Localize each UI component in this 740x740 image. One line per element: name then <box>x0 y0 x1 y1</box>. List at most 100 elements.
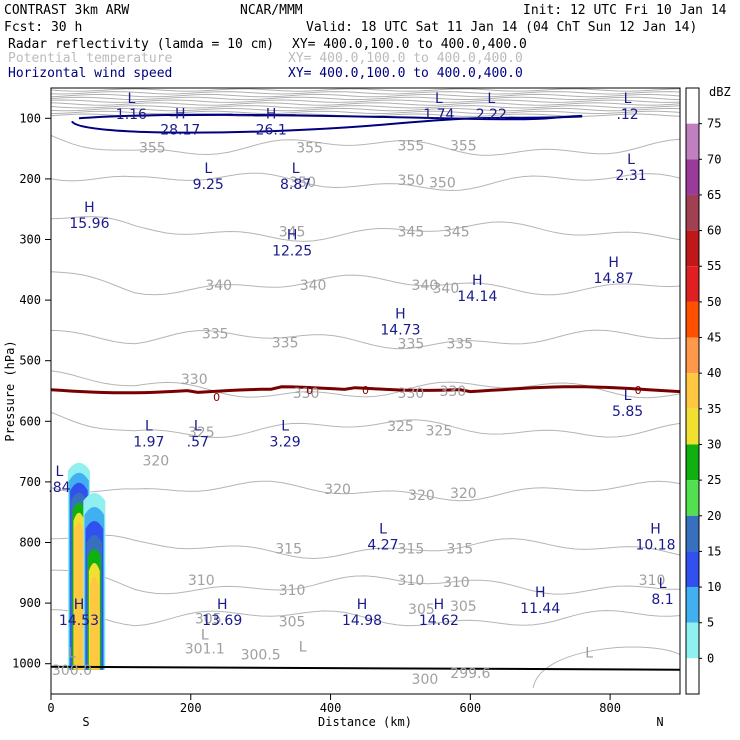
y-tick-label: 1000 <box>12 657 41 671</box>
wind-extremum-type: L <box>659 576 667 592</box>
y-tick-label: 100 <box>19 111 41 125</box>
field-3-xy: XY= 400.0,100.0 to 400.0,400.0 <box>288 66 523 81</box>
colorbar-frame <box>685 87 700 695</box>
wind-extremum-value: 14.62 <box>419 613 459 629</box>
theta-contour-label: 350 <box>398 173 425 189</box>
colorbar-label: 40 <box>707 366 721 380</box>
wind-extremum-value: 15.96 <box>69 216 109 232</box>
colorbar-swatch <box>686 373 699 409</box>
wind-extremum-value: 5.85 <box>612 404 643 420</box>
theta-contour-label: 330 <box>181 372 208 388</box>
wind-extremum-value: 14.53 <box>59 613 99 629</box>
theta-contour-label: 310 <box>188 573 215 589</box>
colorbar-swatch <box>686 123 699 160</box>
wind-isotach <box>71 115 583 134</box>
theta-isoline-upper <box>51 110 680 115</box>
y-tick-label: 200 <box>19 172 41 186</box>
theta-extremum-type: L <box>299 640 307 656</box>
theta-contour-label: 355 <box>296 140 323 156</box>
colorbar-swatch <box>686 622 699 659</box>
colorbar-swatch <box>686 444 699 481</box>
wind-isotach <box>169 113 233 117</box>
colorbar-label: 60 <box>707 224 721 238</box>
theta-contour-label: 325 <box>426 423 453 439</box>
theta-contour-label: 340 <box>300 278 327 294</box>
theta-contour-label: 300.0 <box>52 663 92 679</box>
field-2-name: Potential temperature <box>8 51 173 66</box>
colorbar-label: 25 <box>707 473 721 487</box>
wind-extremum-type: H <box>175 106 186 122</box>
colorbar-swatch <box>686 408 699 445</box>
theta-contour-label: 335 <box>202 326 229 342</box>
wind-extremum-type: H <box>608 255 619 271</box>
wind-extremum-value: 14.98 <box>342 613 382 629</box>
colorbar-label: 45 <box>707 331 721 345</box>
x-tick-label: 400 <box>320 701 342 715</box>
wind-extremum-type: H <box>266 106 277 122</box>
theta-contour-label: 305 <box>450 599 477 615</box>
theta-contour-label: 300.5 <box>241 648 281 664</box>
colorbar-label: 75 <box>707 117 721 131</box>
y-tick-label: 300 <box>19 233 41 247</box>
theta-contour-label: 340 <box>412 278 439 294</box>
wind-extremum-value: 1.97 <box>133 434 164 450</box>
colorbar-swatch <box>686 159 699 195</box>
wind-extremum-type: L <box>627 152 635 168</box>
theta-contours <box>51 88 680 689</box>
theta-contour-label: 320 <box>450 486 477 502</box>
y-tick-label: 400 <box>19 293 41 307</box>
wind-extremum-value: 12.25 <box>272 244 312 260</box>
theta-isoline-upper <box>51 105 680 109</box>
field-1-xy: XY= 400.0,100.0 to 400.0,400.0 <box>292 37 527 52</box>
wind-extremum-type: L <box>194 418 202 434</box>
theta-contour-label: 305 <box>408 602 435 618</box>
colorbar-swatch <box>686 301 699 338</box>
wind-contours <box>51 113 680 671</box>
center-label: NCAR/MMM <box>240 3 303 18</box>
model-title: CONTRAST 3km ARW <box>4 3 129 18</box>
colorbar-swatch <box>686 194 699 231</box>
surface-line <box>51 665 680 671</box>
y-tick-label: 800 <box>19 536 41 550</box>
wind-extremum-type: L <box>435 91 443 107</box>
theta-contour-label: 301.1 <box>185 642 225 658</box>
colorbar-swatch <box>686 587 699 623</box>
theta-contour-label: 330 <box>293 386 320 402</box>
zero-wind-line <box>51 385 680 395</box>
wind-extremum-type: L <box>281 418 289 434</box>
y-tick-label: 500 <box>19 354 41 368</box>
x-tick-label: 200 <box>180 701 202 715</box>
wind-extremum-type: H <box>434 597 445 613</box>
theta-contour-label: 350 <box>429 176 456 192</box>
wind-extremum-type: H <box>84 200 95 216</box>
theta-isoline <box>51 480 680 502</box>
wind-extremum-value: 8.87 <box>280 177 311 193</box>
wind-extremum-value: 26.1 <box>256 122 287 138</box>
wind-extremum-value: 10.18 <box>635 537 675 553</box>
theta-isoline <box>51 569 680 595</box>
x-tick-label: 600 <box>459 701 481 715</box>
colorbar-label: 65 <box>707 188 721 202</box>
wind-extremum-type: H <box>472 273 483 289</box>
theta-contour-label: 335 <box>398 337 425 353</box>
zero-line-label: 0 <box>362 384 369 397</box>
colorbar-unit: dBZ <box>709 85 731 99</box>
colorbar-label: 5 <box>707 616 714 630</box>
colorbar-swatch <box>686 515 699 552</box>
theta-contour-label: 310 <box>279 583 306 599</box>
wind-extremum-type: H <box>74 597 85 613</box>
wind-extremum-value: 14.87 <box>594 271 634 287</box>
theta-contour-label: 325 <box>387 419 414 435</box>
theta-contour-label: 345 <box>398 225 425 241</box>
theta-isoline <box>51 370 680 399</box>
wind-extremum-value: 11.44 <box>520 601 560 617</box>
theta-contour-label: 340 <box>433 281 460 297</box>
theta-isoline <box>51 534 680 560</box>
reflectivity-band <box>74 522 84 670</box>
wind-extremum-value: 14.73 <box>380 322 420 338</box>
wind-extremum-type: H <box>357 597 368 613</box>
wind-extremum-type: L <box>127 91 135 107</box>
x-axis-label: Distance (km) <box>318 715 412 729</box>
theta-contour-label: 315 <box>398 542 425 558</box>
